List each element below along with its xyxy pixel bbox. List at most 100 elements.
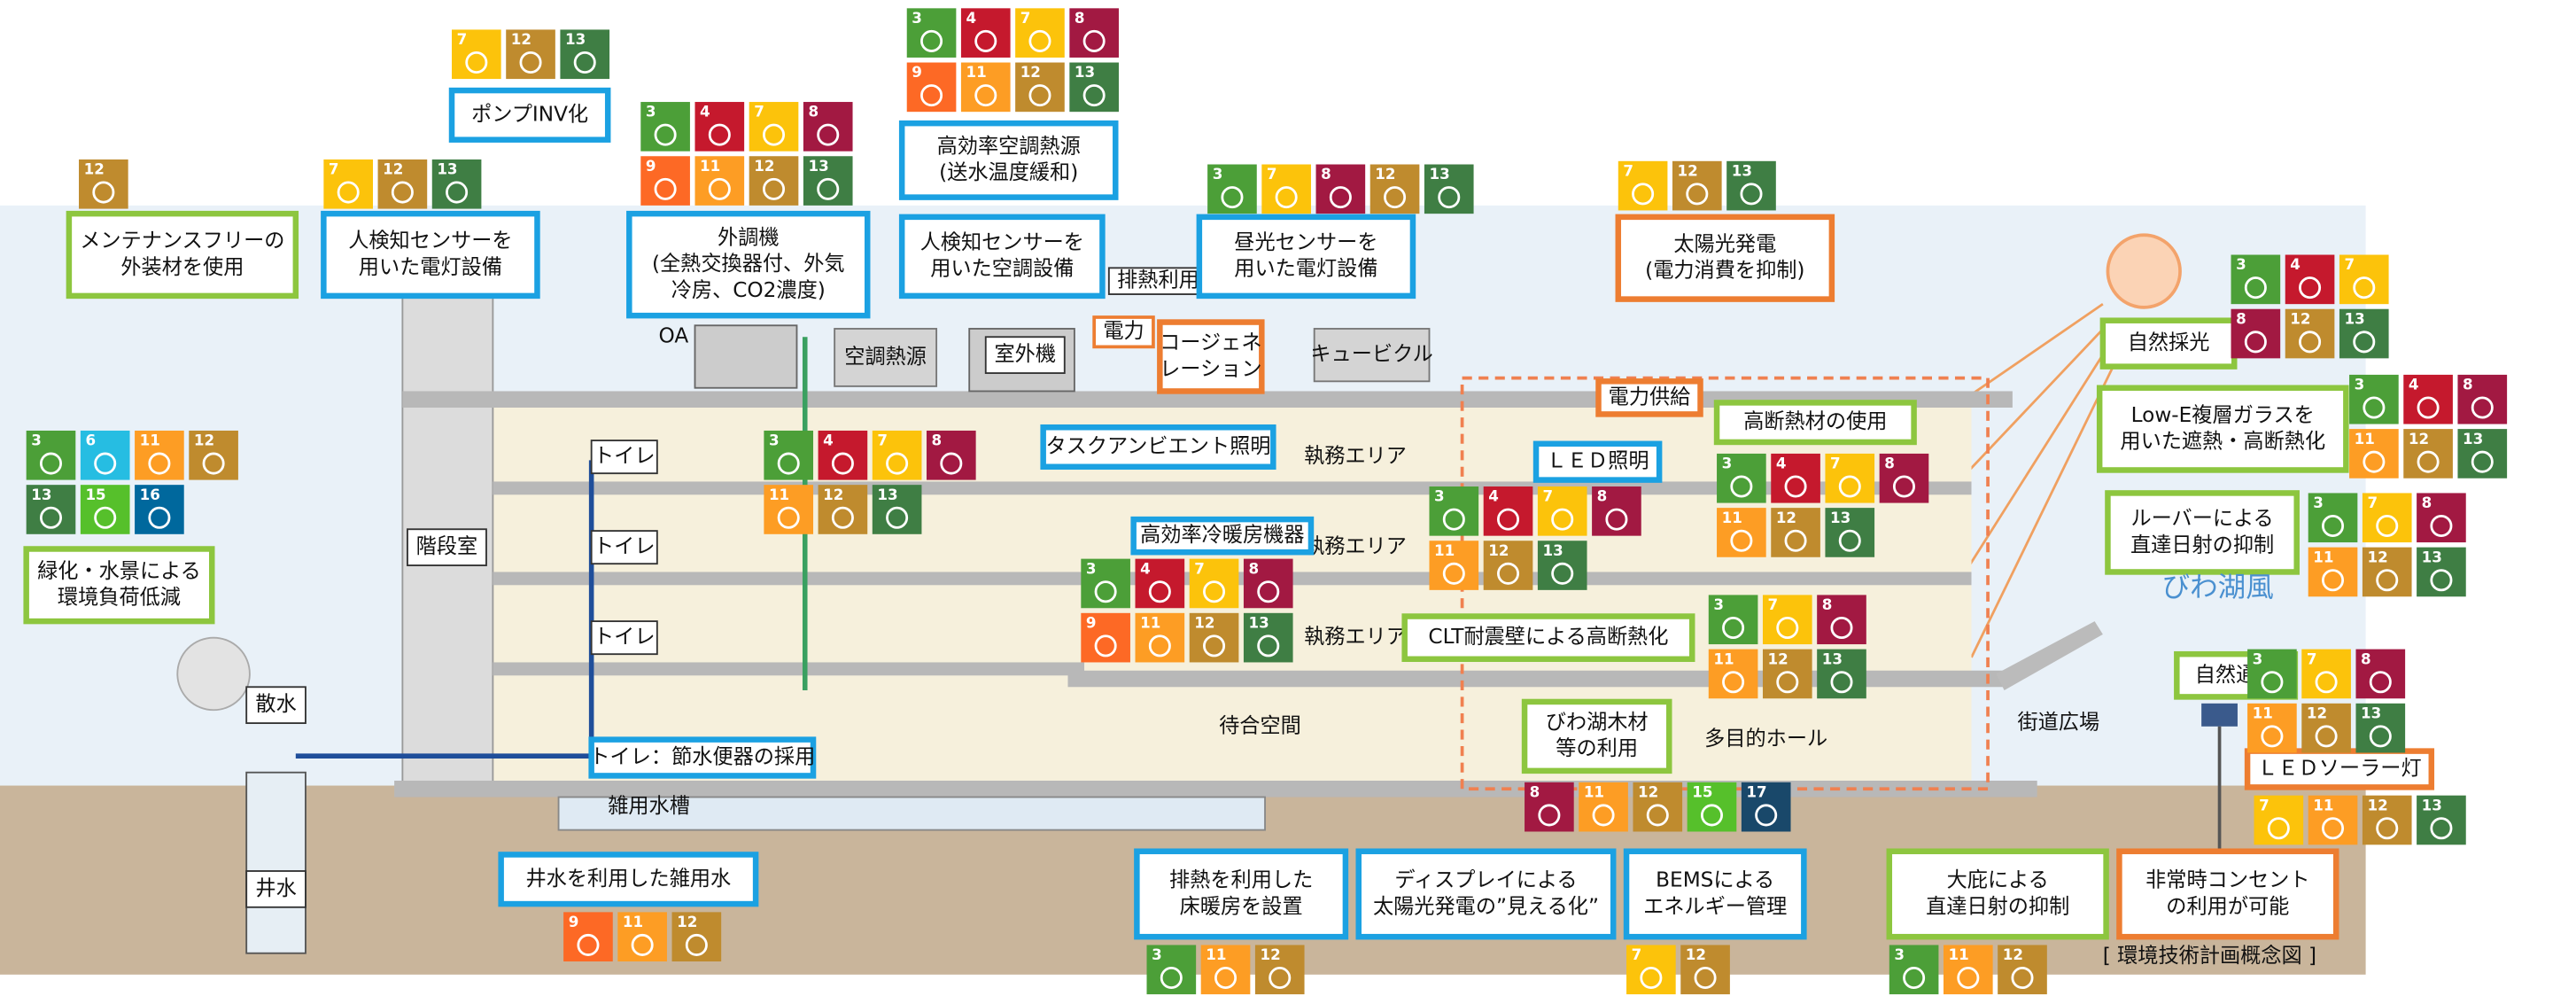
label-text: メンテナンスフリーの xyxy=(80,229,284,253)
sdg-number: 12 xyxy=(1194,615,1214,632)
sdg-number: 13 xyxy=(877,486,897,503)
label-text: 太陽光発電 xyxy=(1673,232,1776,256)
sdg-number: 11 xyxy=(1206,946,1226,963)
label-text: トイレ xyxy=(594,534,656,558)
label-text: 待合空間 xyxy=(1219,713,1301,737)
sdg-number: 12 xyxy=(2307,705,2327,722)
label-text: 室外機 xyxy=(994,342,1056,366)
sdg-number: 11 xyxy=(2313,797,2333,813)
sun xyxy=(2107,235,2180,307)
sdg-number: 6 xyxy=(85,432,96,449)
label-text: 用いた電灯設備 xyxy=(1234,257,1377,281)
label-text: キュービクル xyxy=(1310,342,1432,366)
label-text: 井水 xyxy=(255,876,296,900)
sdg-number: 3 xyxy=(31,432,42,449)
label-text: (全熱交換器付、外気 xyxy=(652,252,845,276)
sdg-number: 7 xyxy=(1623,163,1633,180)
label-text: 階段室 xyxy=(416,534,478,558)
sdg-number: 3 xyxy=(2313,494,2324,511)
sdg-number: 4 xyxy=(2290,256,2301,273)
label-text: 床暖房を設置 xyxy=(1180,894,1303,918)
label-text: (送水温度緩和) xyxy=(939,160,1078,184)
sdg-number: 12 xyxy=(823,486,843,503)
label-text: 空調熱源 xyxy=(844,345,927,369)
sdg-number: 11 xyxy=(2313,549,2333,565)
sdg-number: 4 xyxy=(823,432,834,449)
label-text: 太陽光発電の”見える化” xyxy=(1373,894,1599,918)
label-text: 非常時コンセント xyxy=(2145,868,2309,892)
sdg-number: 13 xyxy=(808,158,828,175)
label-text: ディスプレイによる xyxy=(1394,868,1577,892)
label-text: [ 環境技術計画概念図 ] xyxy=(2103,944,2316,968)
sdg-number: 8 xyxy=(1884,455,1895,472)
sdg-number: 12 xyxy=(1678,163,1698,180)
sdg-number: 11 xyxy=(2355,431,2375,447)
label-text: 雑用水槽 xyxy=(608,794,690,818)
label-text: 用いた遮熱・高断熱化 xyxy=(2120,429,2325,453)
sdg-number: 11 xyxy=(623,914,643,930)
label-text: 排熱を利用した xyxy=(1169,868,1313,892)
sdg-number: 15 xyxy=(1692,784,1712,801)
label-text: 環境負荷低減 xyxy=(58,586,181,610)
label-text: CLT耐震壁による高断熱化 xyxy=(1428,625,1668,649)
sdg-number: 7 xyxy=(877,432,888,449)
sdg-number: 7 xyxy=(1194,560,1205,577)
label-text: 緑化・水景による xyxy=(37,559,201,583)
sdg-number: 13 xyxy=(2422,797,2442,813)
sdg-number: 3 xyxy=(2236,256,2246,273)
well xyxy=(246,773,306,953)
label-text: 街道広場 xyxy=(2017,711,2099,735)
sdg-number: 12 xyxy=(84,161,105,178)
label-text: 直達日射の抑制 xyxy=(1926,894,2069,918)
label-text: 多目的ホール xyxy=(1704,727,1827,751)
sdg-number: 4 xyxy=(2409,377,2419,393)
sdg-number: 8 xyxy=(1530,784,1540,801)
label-text: ポンプINV化 xyxy=(471,102,588,126)
sdg-number: 12 xyxy=(2003,946,2023,963)
sdg-number: 13 xyxy=(2463,431,2483,447)
label-text: 高断熱材の使用 xyxy=(1743,409,1887,433)
sdg-number: 16 xyxy=(140,486,160,503)
sdg-number: 3 xyxy=(1213,166,1223,183)
sdg-number: 13 xyxy=(1248,615,1269,632)
sdg-number: 7 xyxy=(2307,650,2317,667)
sdg-number: 3 xyxy=(1086,560,1097,577)
sdg-number: 13 xyxy=(1830,510,1851,526)
sdg-number: 8 xyxy=(2463,377,2473,393)
sdg-number: 17 xyxy=(1746,784,1766,801)
label-text: 電力 xyxy=(1103,319,1144,343)
label-text: トイレ xyxy=(594,625,656,649)
label-text: レーション xyxy=(1160,357,1261,381)
sdg-number: 11 xyxy=(1140,615,1160,632)
sdg-number: 9 xyxy=(912,64,922,81)
label-text: タスクアンビエント照明 xyxy=(1046,434,1271,458)
label-text: 散水 xyxy=(255,692,296,716)
sdg-number: 12 xyxy=(1686,946,1706,963)
sdg-number: 12 xyxy=(2367,797,2387,813)
sdg-number: 13 xyxy=(1822,650,1843,667)
sdg-number: 12 xyxy=(1776,510,1796,526)
label-text: ＬＥＤソーラー灯 xyxy=(2257,757,2421,781)
label-text: (電力消費を抑制) xyxy=(1645,259,1804,283)
sdg-number: 3 xyxy=(646,104,656,121)
label-text: 用いた電灯設備 xyxy=(359,255,502,279)
label-text: 執務エリア xyxy=(1304,444,1407,468)
sdg-number: 4 xyxy=(700,104,710,121)
sdg-number: 7 xyxy=(2259,797,2270,813)
sdg-number: 7 xyxy=(1542,488,1553,505)
label-text: 執務エリア xyxy=(1304,534,1407,558)
label-text: 昼光センサーを xyxy=(1234,230,1377,254)
label-text: 直達日射の抑制 xyxy=(2130,533,2274,556)
sdg-number: 7 xyxy=(1632,946,1642,963)
sdg-number: 12 xyxy=(1020,64,1041,81)
sdg-number: 12 xyxy=(1768,650,1788,667)
sdg-number: 11 xyxy=(1434,542,1455,559)
sdg-number: 7 xyxy=(1768,596,1779,613)
label-text: 外調機 xyxy=(718,225,780,249)
sdg-number: 11 xyxy=(140,432,160,449)
sdg-number: 3 xyxy=(769,432,780,449)
label-text: 大庇による xyxy=(1947,868,2049,892)
sdg-number: 7 xyxy=(1830,455,1841,472)
sdg-number: 8 xyxy=(1075,10,1085,27)
sdg-number: 3 xyxy=(2253,650,2263,667)
